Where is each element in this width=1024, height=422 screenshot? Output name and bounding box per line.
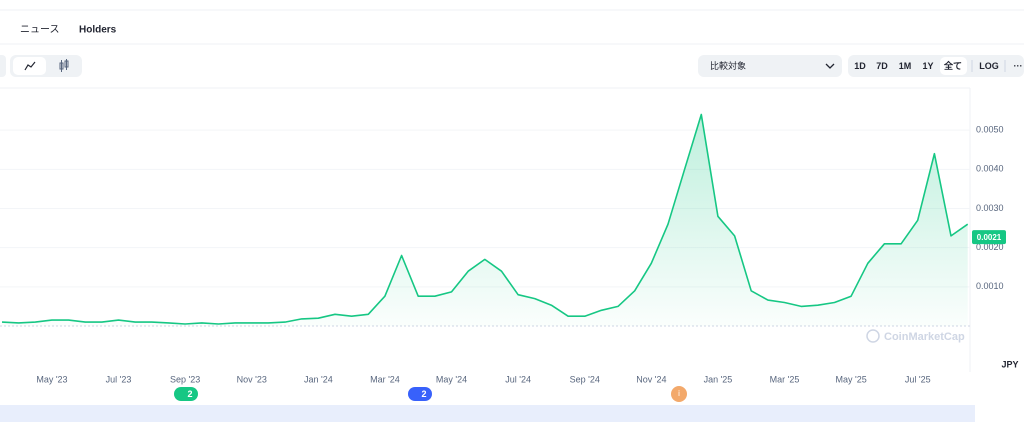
y-tick-label: 0.0010: [976, 281, 1004, 291]
line-icon: [24, 61, 36, 71]
more-button[interactable]: ···: [1014, 61, 1023, 71]
range-group: [848, 55, 1024, 77]
compare-dropdown[interactable]: [698, 55, 842, 77]
navigator[interactable]: [0, 405, 975, 422]
currency: JPY: [1001, 359, 1018, 369]
candle-icon[interactable]: [59, 59, 69, 72]
log-button[interactable]: LOG: [979, 61, 999, 71]
x-tick-label: May '24: [436, 374, 467, 384]
price-label: 0.0021: [977, 233, 1002, 242]
x-tick-label: Jul '23: [106, 374, 132, 384]
compare-label: 比較対象: [710, 60, 746, 71]
watermark-logo: [866, 329, 880, 343]
x-tick-label: Jan '24: [304, 374, 333, 384]
range-button[interactable]: 7D: [876, 61, 888, 71]
y-tick-label: 0.0030: [976, 203, 1004, 213]
x-tick-label: Jul '24: [505, 374, 531, 384]
event-marker[interactable]: [174, 387, 198, 401]
x-tick-label: Nov '23: [237, 374, 267, 384]
watermark: CoinMarketCap: [884, 331, 965, 343]
tab[interactable]: ニュース: [20, 25, 60, 36]
x-tick-label: Mar '25: [770, 374, 800, 384]
range-button[interactable]: 1M: [899, 61, 912, 71]
x-tick-label: Jul '25: [905, 374, 931, 384]
x-tick-label: Mar '24: [370, 374, 400, 384]
x-tick-label: Nov '24: [636, 374, 666, 384]
event-marker[interactable]: [671, 386, 687, 402]
event-count: 2: [421, 389, 426, 399]
y-tick-label: 0.0050: [976, 125, 1004, 135]
event-marker[interactable]: [408, 387, 432, 401]
event-icon: i: [678, 389, 680, 398]
y-tick-label: 0.0020: [976, 242, 1004, 252]
x-tick-label: Jan '25: [704, 374, 733, 384]
range-button[interactable]: 1D: [854, 61, 866, 71]
price-tag: [972, 230, 1006, 245]
x-tick-label: Sep '24: [570, 374, 600, 384]
area: [2, 114, 968, 326]
chevron: [825, 63, 835, 69]
range-button[interactable]: 1Y: [922, 61, 933, 71]
y-tick-label: 0.0040: [976, 164, 1004, 174]
x-tick-label: Sep '23: [170, 374, 200, 384]
line: [1, 113, 969, 325]
x-tick-label: May '23: [36, 374, 67, 384]
tab[interactable]: Holders: [79, 25, 117, 36]
button[interactable]: [0, 55, 6, 77]
x-tick-label: May '25: [836, 374, 867, 384]
event-count: 2: [187, 389, 192, 399]
range-button[interactable]: 全て: [943, 60, 962, 71]
range-selected: [940, 57, 967, 75]
